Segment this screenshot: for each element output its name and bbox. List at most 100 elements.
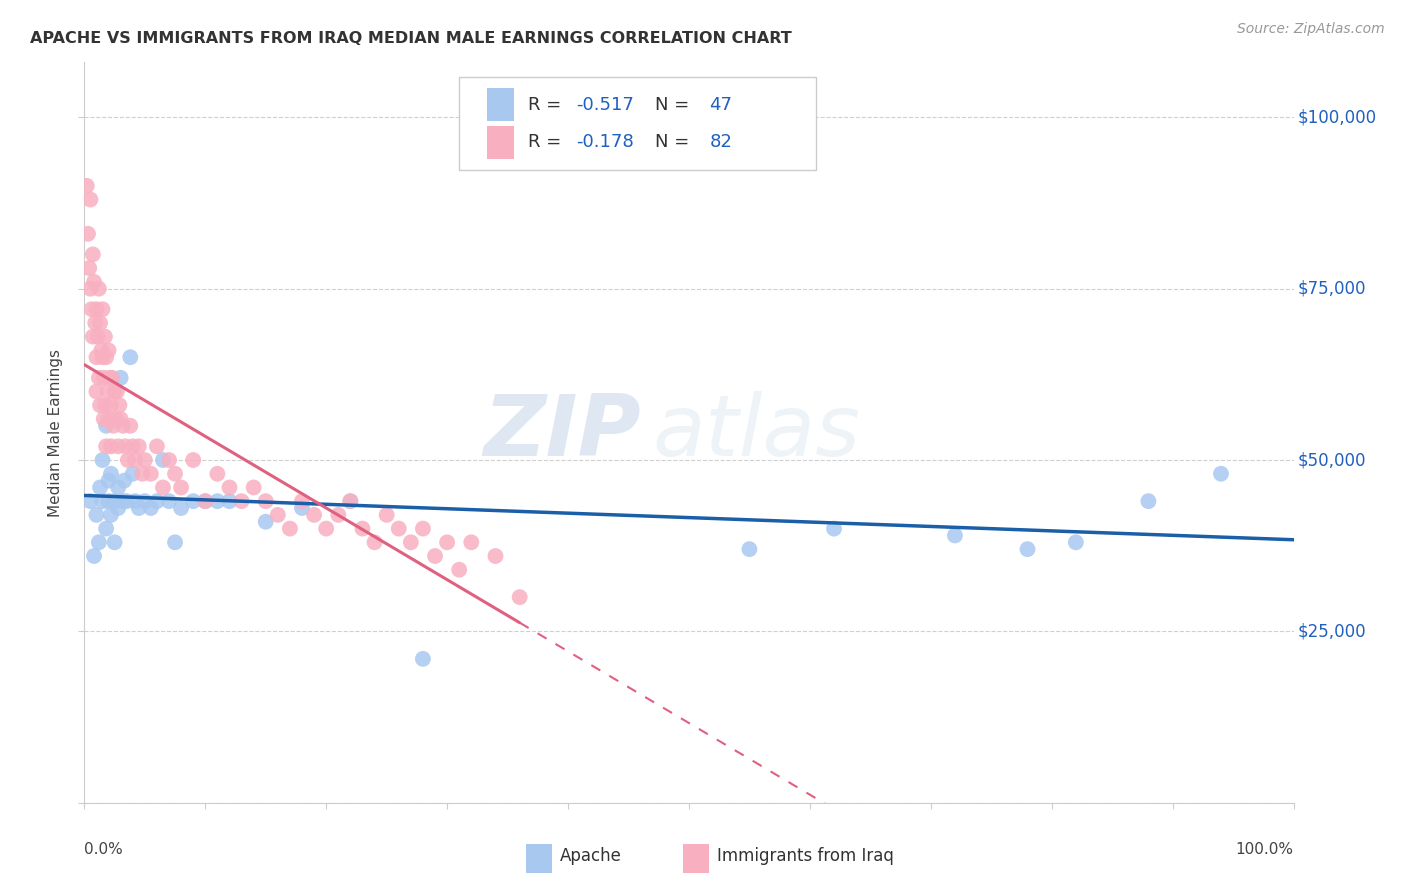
Point [94,329,117,343]
Point [131,467,153,481]
Point [86,329,108,343]
Point [83,549,105,563]
Point [1017,542,1039,557]
Point [103,418,125,433]
Point [1209,467,1232,481]
Point [94,398,117,412]
Point [89,398,111,412]
Point [449,563,471,577]
Point [339,494,361,508]
FancyBboxPatch shape [486,88,513,121]
FancyBboxPatch shape [683,844,710,873]
Point [124,494,146,508]
Point [352,522,374,536]
Point [170,501,193,516]
Text: -0.178: -0.178 [576,133,634,152]
Text: 82: 82 [710,133,733,152]
Point [139,467,162,481]
Point [87,535,110,549]
Point [98,371,121,385]
Point [484,549,506,563]
Point [104,535,127,549]
Point [97,494,120,508]
Point [91,494,114,508]
Point [399,535,422,549]
Point [89,480,111,494]
Text: ZIP: ZIP [482,391,641,475]
Point [375,508,398,522]
FancyBboxPatch shape [526,844,553,873]
Point [207,494,229,508]
Point [104,494,127,508]
Text: Apache: Apache [560,847,621,865]
Point [83,275,105,289]
Text: R =: R = [529,133,567,152]
Point [90,343,112,358]
Point [218,494,240,508]
Point [139,501,162,516]
Point [134,494,156,508]
Point [108,398,131,412]
Point [87,282,110,296]
Point [94,418,117,433]
Point [194,494,217,508]
Text: -0.517: -0.517 [576,95,634,114]
Point [115,494,138,508]
Point [157,494,180,508]
Point [100,467,122,481]
Point [77,227,100,241]
Point [110,371,132,385]
Point [77,261,100,276]
Text: R =: R = [529,95,567,114]
Point [79,494,101,508]
Point [181,494,204,508]
Point [107,480,129,494]
Point [89,316,111,330]
Point [87,371,110,385]
Point [363,535,385,549]
Point [146,494,169,508]
Point [121,467,143,481]
Point [94,350,117,364]
Point [943,528,966,542]
Point [146,439,169,453]
Point [157,453,180,467]
Point [134,453,156,467]
Point [112,494,135,508]
Point [86,384,108,399]
Point [112,418,135,433]
Point [423,549,446,563]
Point [436,535,458,549]
Point [165,535,187,549]
Point [124,453,146,467]
Point [254,515,277,529]
Point [101,371,124,385]
Point [96,384,118,399]
Point [117,453,139,467]
Point [254,494,277,508]
Point [86,350,108,364]
Point [100,398,122,412]
Point [76,178,98,193]
Point [97,412,120,426]
Point [94,522,117,536]
Point [97,343,120,358]
Point [104,384,127,399]
Text: Source: ZipAtlas.com: Source: ZipAtlas.com [1237,22,1385,37]
Point [509,590,531,604]
Point [1137,494,1160,508]
Point [114,439,136,453]
Point [100,508,122,522]
Text: APACHE VS IMMIGRANTS FROM IRAQ MEDIAN MALE EARNINGS CORRELATION CHART: APACHE VS IMMIGRANTS FROM IRAQ MEDIAN MA… [30,31,792,46]
Text: $50,000: $50,000 [1298,451,1365,469]
Point [460,535,482,549]
Point [207,467,229,481]
Point [291,501,314,516]
Point [105,384,128,399]
Point [86,302,108,317]
Point [738,542,761,557]
Point [291,494,314,508]
Point [79,193,101,207]
Point [86,508,108,522]
Point [120,350,142,364]
